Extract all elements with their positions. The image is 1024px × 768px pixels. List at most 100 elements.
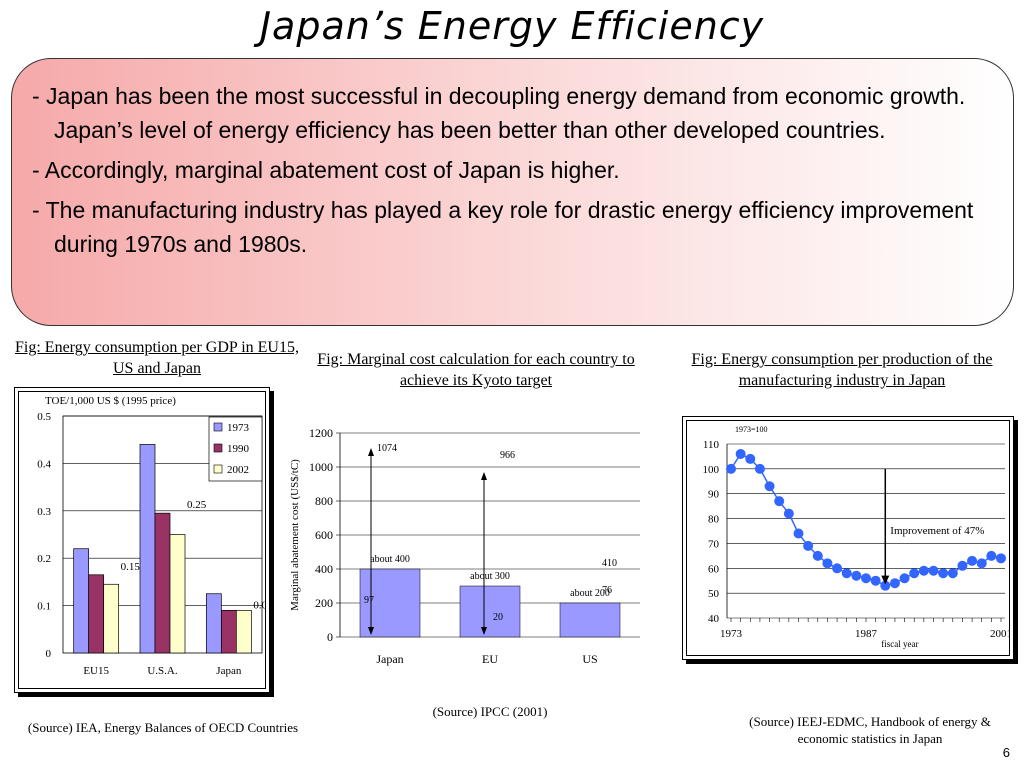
arrow-head [368,627,374,635]
data-label: 0.15 [121,561,141,573]
y-tick-label: 200 [315,596,333,610]
data-point [745,453,756,464]
bar [359,568,421,638]
y-tick-label: 80 [708,514,720,526]
y-axis-label: TOE/1,000 US $ (1995 price) [45,395,176,407]
y-tick-label: 1000 [309,460,333,474]
y-tick-label: 100 [703,464,720,476]
bar [139,444,156,654]
arrow-head [881,575,890,585]
fig3-caption: Fig: Energy consumption per production o… [691,351,993,389]
data-point [889,578,900,589]
bullet-box: - Japan has been the most successful in … [11,58,1014,326]
y-tick-label: 400 [315,562,333,576]
fig3-source: (Source) IEEJ-EDMC, Handbook of energy &… [749,714,991,746]
bar [88,574,105,654]
legend-label: 2002 [227,464,249,476]
bullet-item: - Japan has been the most successful in … [32,83,966,143]
data-point [870,575,881,586]
fig1-caption: Fig: Energy consumption per GDP in EU15,… [15,339,299,377]
data-point [783,508,794,519]
data-point [947,568,958,579]
data-point [899,573,910,584]
improvement-label: Improvement of 47% [890,525,984,537]
x-tick-label: Japan [216,665,242,677]
y-tick-label: 800 [315,494,333,508]
high-label: 1074 [377,443,397,454]
x-tick-label: Japan [376,652,403,666]
data-point [880,580,891,591]
high-label: 966 [500,450,515,461]
x-tick-label: US [582,652,597,666]
data-point [909,568,920,579]
y-tick-label: 0 [46,648,52,660]
bar [559,602,621,638]
x-tick-label: 2001 [990,628,1009,640]
arrow-head [481,472,487,480]
data-point [841,568,852,579]
low-label: 20 [493,612,503,623]
low-label: 76 [602,585,612,596]
data-point [976,558,987,569]
low-label: 97 [364,595,374,606]
x-tick-label: EU [482,652,498,666]
bar [220,609,237,654]
data-point [832,563,843,574]
y-tick-label: 0.1 [37,601,51,613]
data-point [996,553,1006,564]
data-point [726,463,736,474]
data-point [967,555,978,566]
y-tick-label: 50 [708,588,720,600]
bar [205,593,222,654]
bar [73,548,90,654]
data-point [803,540,814,551]
y-tick-label: 90 [708,489,720,501]
arrow-head [481,627,487,635]
x-tick-label: EU15 [83,665,109,677]
x-axis-label: fiscal year [881,639,918,649]
data-label: 0.25 [187,499,207,511]
fig2-caption: Fig: Marginal cost calculation for each … [317,351,635,389]
value-label: about 200 [570,588,610,599]
data-label: 0.09 [253,599,265,611]
data-point [754,463,765,474]
bar [103,583,120,654]
y-tick-label: 0.3 [37,506,51,518]
data-point [938,568,949,579]
fig1-panel: TOE/1,000 US $ (1995 price) 0 0.1 0.2 0.3 0.4… [14,387,273,693]
legend-swatch [213,464,223,474]
y-tick-label: 60 [708,563,720,575]
y-tick-label: 600 [315,528,333,542]
y-tick-label: 0.4 [37,458,51,470]
data-point [957,560,968,571]
energy-per-gdp-chart: TOE/1,000 US $ (1995 price) 0 0.1 0.2 0.3 0.4… [37,395,273,677]
bar [154,512,171,654]
bar [459,585,521,638]
data-point [861,573,871,584]
data-point [735,448,746,459]
slide-title: Japan’s Energy Efficiency [259,4,765,48]
y-tick-label: 0.5 [37,411,51,423]
bullet-item: - The manufacturing industry has played … [32,197,974,257]
x-tick-label: 1973 [720,628,743,640]
data-point [918,565,929,576]
high-label: 410 [602,558,617,569]
legend-label: 1990 [227,443,250,455]
manufacturing-energy-chart: 1973=100 40 50 60 70 80 90 100 110 1973 1987 2001 fi… [703,425,1013,649]
value-label: about 300 [470,571,510,582]
legend-swatch [213,422,223,432]
data-point [793,528,804,539]
data-point [928,565,939,576]
fig1-source: (Source) IEA, Energy Balances of OECD Co… [27,720,299,735]
y-tick-label: 0 [327,630,333,644]
y-tick-label: 70 [708,538,720,550]
bar [169,534,186,654]
legend-swatch [213,443,223,453]
data-point [764,481,775,492]
y-tick-label: 40 [708,613,720,625]
x-tick-label: U.S.A. [147,665,178,677]
bar [235,609,252,654]
value-label: about 400 [370,554,410,565]
y-axis-label: Marginal abatement cost (US$/tC) [289,459,301,611]
data-point [986,550,997,561]
